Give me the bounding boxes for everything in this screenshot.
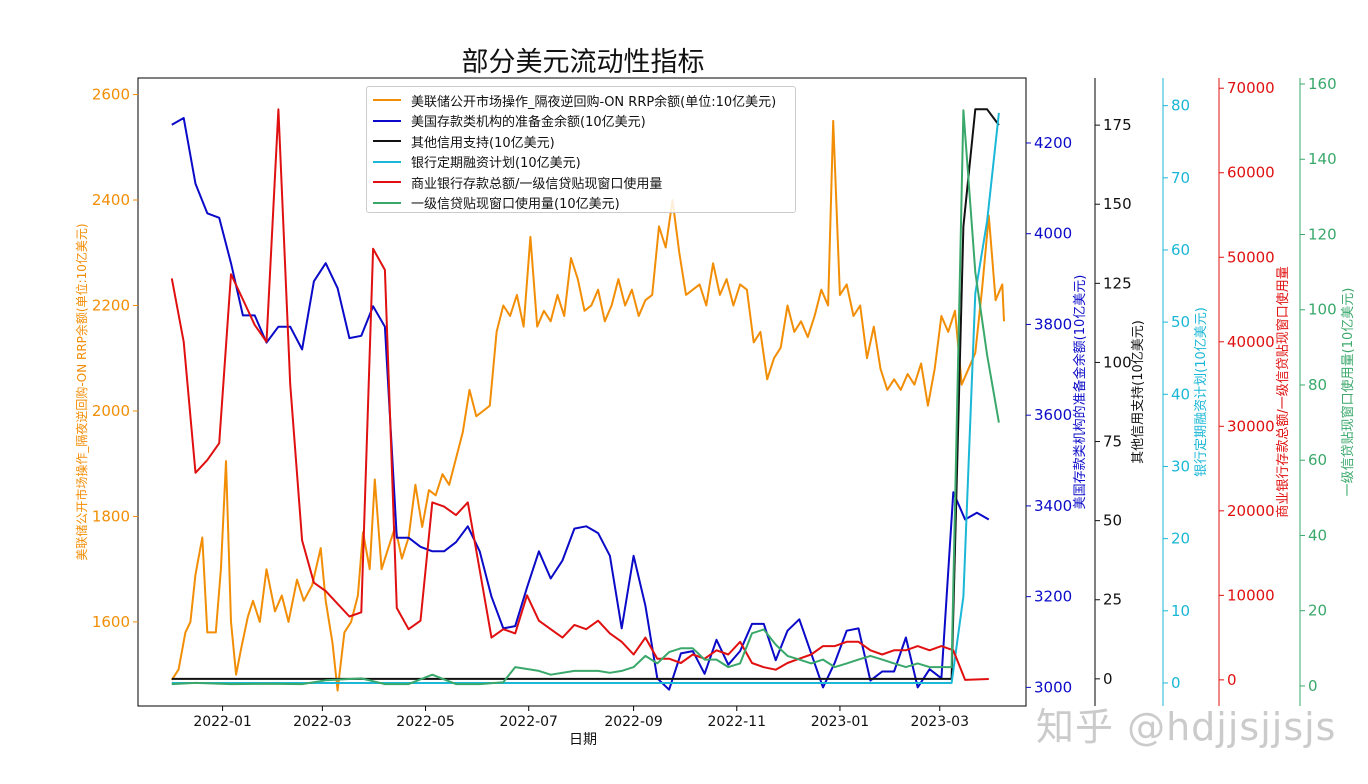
y-tick-label-ratio: 20000 [1227,502,1275,520]
legend-label: 美联储公开市场操作_隔夜逆回购-ON RRP余额(单位:10亿美元) [411,94,777,110]
y-axis-label-ratio: 商业银行存款总额/一级信贷贴现窗口使用量 [1275,266,1291,517]
y-axis-label-reserves: 美国存款类机构的准备金余额(10亿美元) [1072,275,1088,510]
y-tick-label-btfp: 60 [1171,241,1190,259]
y-tick-label-other: 150 [1103,195,1132,213]
series-line-rrp [170,119,1005,692]
y-tick-label-reserves: 3400 [1034,497,1072,515]
legend-item-pcredit: 一级信贷贴现窗口使用量(10亿美元) [373,193,789,214]
y-tick-label-ratio: 70000 [1227,79,1275,97]
y-axis-label-btfp: 银行定期融资计划(10亿美元) [1194,307,1209,477]
y-tick-label-rrp: 2400 [92,191,130,209]
y-tick-label-ratio: 30000 [1227,417,1275,435]
legend-item-reserves: 美国存款类机构的准备金余额(10亿美元) [373,111,789,132]
x-tick-label: 2022-05 [396,714,455,730]
y-tick-label-reserves: 4200 [1034,134,1072,152]
x-tick-label: 2022-11 [708,714,767,730]
y-tick-label-rrp: 2600 [92,86,130,104]
legend-label: 一级信贷贴现窗口使用量(10亿美元) [411,197,620,213]
y-tick-label-reserves: 3600 [1034,406,1072,424]
y-tick-label-other: 100 [1103,353,1132,371]
series-line-other [171,108,1000,680]
y-tick-label-btfp: 10 [1171,602,1190,620]
y-tick-label-btfp: 0 [1171,674,1181,692]
y-tick-label-reserves: 4000 [1034,225,1072,243]
y-tick-label-pcredit: 140 [1308,150,1337,168]
y-tick-label-btfp: 50 [1171,313,1190,331]
series-line-ratio [170,108,989,681]
y-tick-label-pcredit: 20 [1308,602,1327,620]
y-tick-label-ratio: 0 [1227,671,1237,689]
x-tick-label: 2023-01 [811,714,870,730]
y-tick-label-reserves: 3000 [1034,678,1072,696]
plot-frame [137,77,1027,707]
y-tick-label-pcredit: 160 [1308,75,1337,93]
legend-swatch [373,140,401,143]
y-tick-label-other: 50 [1103,512,1122,530]
chart-title: 部分美元流动性指标 [461,47,705,78]
y-tick-label-btfp: 70 [1171,169,1190,187]
legend-item-rrp: 美联储公开市场操作_隔夜逆回购-ON RRP余额(单位:10亿美元) [373,90,789,111]
y-tick-label-rrp: 1800 [92,507,130,525]
y-axis-label-other: 其他信用支持(10亿美元) [1131,320,1146,464]
y-tick-label-rrp: 1600 [92,613,130,631]
y-tick-label-pcredit: 40 [1308,526,1327,544]
watermark: 知乎 @hdjjsjjsjs [1036,705,1337,749]
x-tick-label: 2022-03 [293,714,352,730]
legend-label: 其他信用支持(10亿美元) [411,135,555,151]
y-axis-label-pcredit: 一级信贷贴现窗口使用量(10亿美元) [1340,288,1356,497]
y-tick-label-pcredit: 80 [1308,376,1327,394]
y-tick-label-rrp: 2200 [92,296,130,314]
legend-item-other: 其他信用支持(10亿美元) [373,131,789,152]
y-tick-label-other: 75 [1103,433,1122,451]
x-tick-label: 2022-01 [193,714,252,730]
legend-item-ratio: 商业银行存款总额/一级信贷贴现窗口使用量 [373,172,789,193]
x-axis-label: 日期 [569,732,597,748]
y-tick-label-ratio: 10000 [1227,586,1275,604]
y-tick-label-rrp: 2000 [92,402,130,420]
y-tick-label-other: 0 [1103,670,1113,688]
x-tick-label: 2023-03 [910,714,969,730]
y-tick-label-btfp: 80 [1171,97,1190,115]
y-tick-label-ratio: 50000 [1227,248,1275,266]
series-line-pcredit [171,109,1000,686]
y-tick-label-pcredit: 120 [1308,225,1337,243]
y-tick-label-reserves: 3800 [1034,315,1072,333]
y-tick-label-other: 125 [1103,274,1132,292]
series-line-reserves [171,117,990,691]
legend-label: 美国存款类机构的准备金余额(10亿美元) [411,115,646,131]
legend-label: 银行定期融资计划(10亿美元) [411,156,581,172]
y-tick-label-pcredit: 60 [1308,451,1327,469]
legend: 美联储公开市场操作_隔夜逆回购-ON RRP余额(单位:10亿美元) 美国存款类机… [366,86,796,213]
y-tick-label-other: 25 [1103,591,1122,609]
legend-swatch [373,181,401,184]
y-tick-label-btfp: 20 [1171,530,1190,548]
legend-swatch [373,201,401,204]
y-tick-label-ratio: 60000 [1227,164,1275,182]
legend-label: 商业银行存款总额/一级信贷贴现窗口使用量 [411,176,663,192]
y-tick-label-btfp: 30 [1171,457,1190,475]
y-tick-label-pcredit: 0 [1308,677,1318,695]
y-tick-label-reserves: 3200 [1034,588,1072,606]
series-line-btfp [171,112,1000,684]
legend-swatch [373,160,401,163]
y-tick-label-ratio: 40000 [1227,333,1275,351]
legend-swatch [373,99,401,102]
y-tick-label-btfp: 40 [1171,385,1190,403]
legend-item-btfp: 银行定期融资计划(10亿美元) [373,152,789,173]
x-tick-label: 2022-09 [604,714,663,730]
legend-swatch [373,119,401,122]
y-tick-label-other: 175 [1103,116,1132,134]
y-tick-label-pcredit: 100 [1308,301,1337,319]
y-axis-label-rrp: 美联储公开市场操作_隔夜逆回购-ON RRP余额(单位:10亿美元) [74,223,89,560]
x-tick-label: 2022-07 [499,714,558,730]
